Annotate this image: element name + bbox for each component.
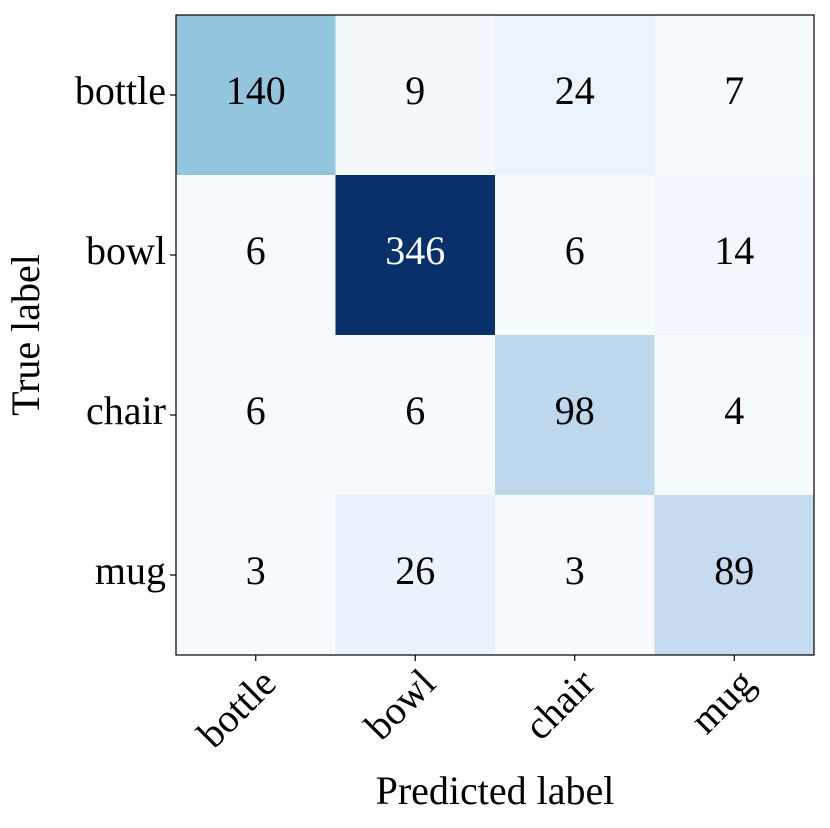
cell-label: 6 [246,228,266,273]
cell-label: 346 [385,228,445,273]
heatmap-cell [654,15,815,176]
heatmap-cell [176,335,336,496]
heatmap-cell [335,495,496,656]
x-tick-label: bottle [188,660,284,756]
cell-label: 9 [405,68,425,113]
heatmap-cell [335,175,496,336]
heatmap-cell [654,495,815,656]
heatmap-cell [654,335,815,496]
y-tick-label: bowl [86,228,166,273]
cell-label: 26 [395,548,435,593]
heatmap-cell [335,335,496,496]
y-tick-label: bottle [75,68,166,113]
heatmap-cell [176,175,336,336]
y-tick-label: mug [95,548,166,593]
x-tick-label: bowl [356,660,444,748]
cell-label: 140 [226,68,286,113]
cell-label: 3 [565,548,585,593]
heatmap-cell [654,175,815,336]
cell-label: 7 [724,68,744,113]
heatmap-cell [495,175,655,336]
heatmap-cell [495,495,655,656]
cell-label: 24 [555,68,595,113]
cell-label: 89 [714,548,754,593]
heatmap-cell [176,15,336,176]
cell-label: 14 [714,228,754,273]
cell-label: 6 [405,388,425,433]
x-tick-label: chair [515,660,603,748]
x-tick-label: mug [681,660,763,742]
heatmap-cell [176,495,336,656]
heatmap-cell [495,15,655,176]
heatmap-cell [495,335,655,496]
y-tick-label: chair [86,388,166,433]
cell-label: 6 [565,228,585,273]
cell-label: 98 [555,388,595,433]
cell-label: 3 [246,548,266,593]
x-axis-label: Predicted label [376,768,615,813]
plot-frame [175,14,815,656]
y-axis-label: True label [3,254,48,416]
cell-label: 6 [246,388,266,433]
heatmap-cell [335,15,496,176]
cell-label: 4 [724,388,744,433]
